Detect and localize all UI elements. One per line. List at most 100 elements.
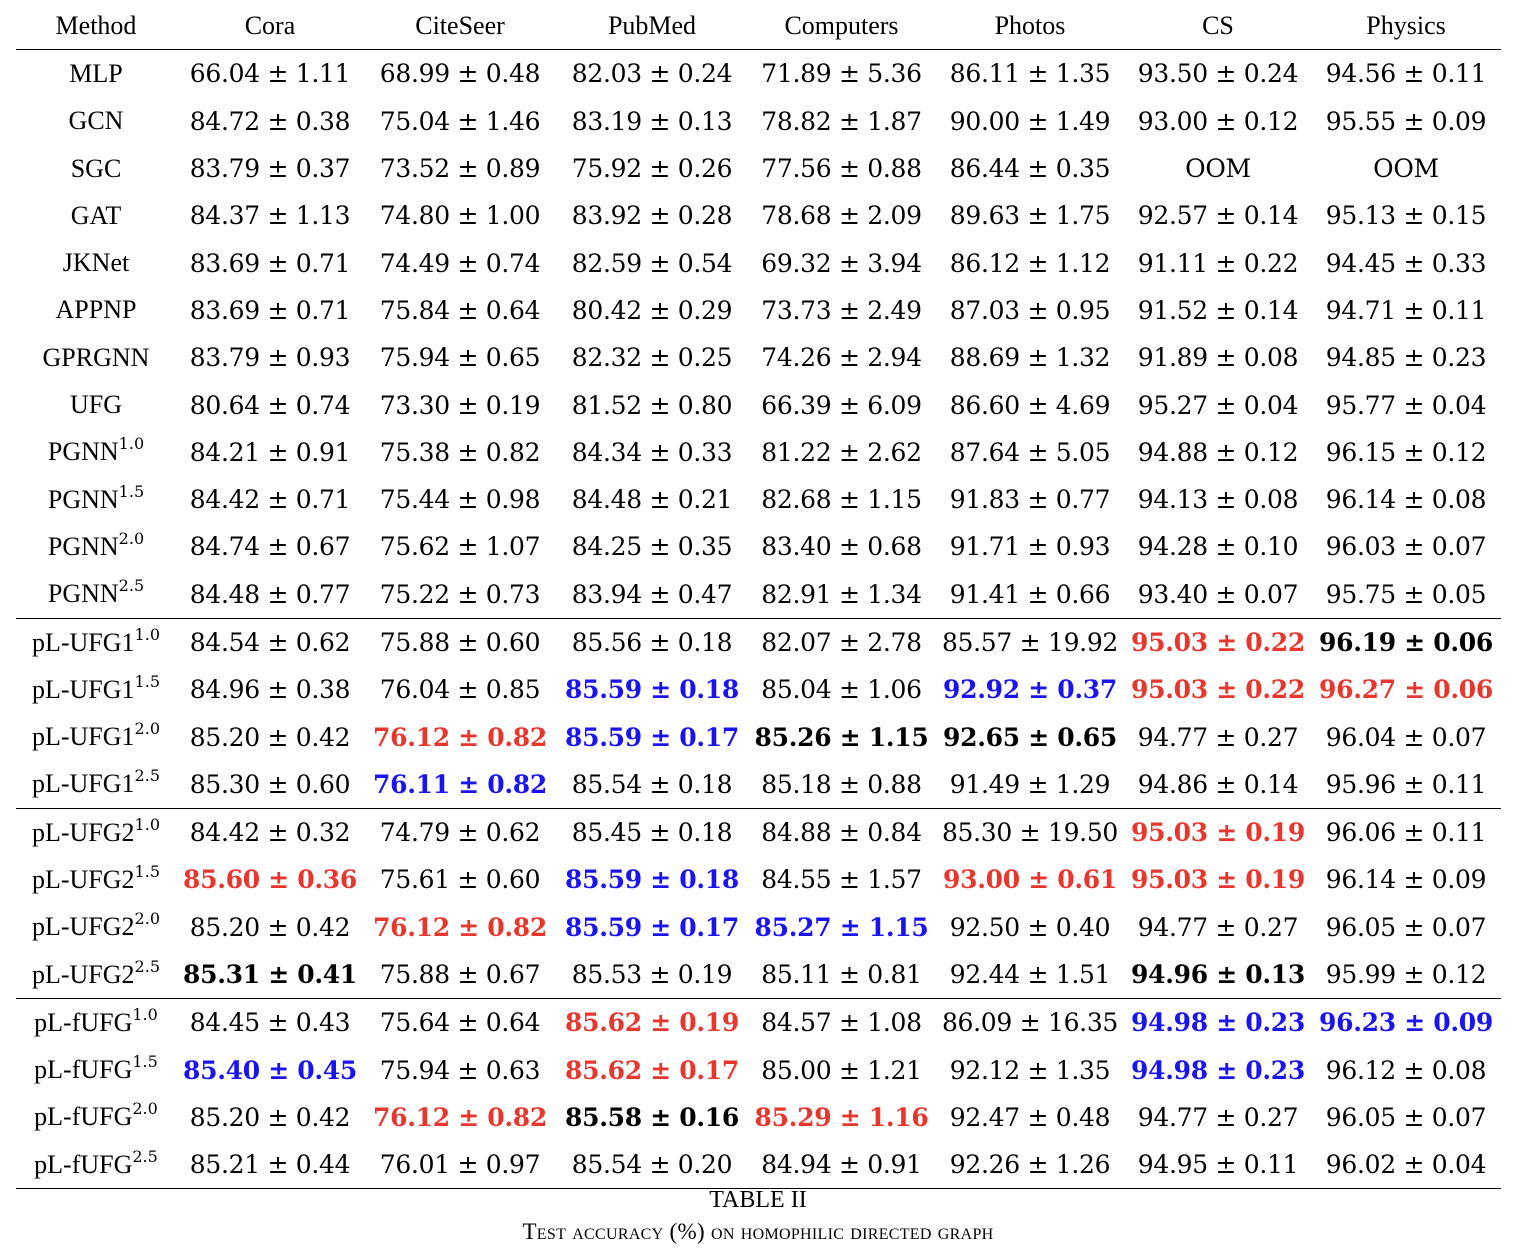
result-cell: 76.12 ± 0.82 [373, 722, 547, 752]
method-name: UFG [69, 390, 122, 420]
result-cell: 95.03 ± 0.22 [1125, 617, 1311, 667]
column-header: Method [16, 2, 176, 51]
result-cell: 85.20 ± 0.42 [189, 912, 351, 942]
method-name: PGNN [47, 484, 119, 514]
column-header: Physics [1311, 2, 1501, 51]
result-cell: 75.22 ± 0.73 [379, 579, 541, 609]
result-cell: 85.29 ± 1.16 [754, 1102, 929, 1132]
result-cell: 78.82 ± 1.87 [761, 106, 922, 136]
result-cell: 76.11 ± 0.82 [373, 769, 547, 799]
method-cell: pL-fUFG1.5 [16, 1047, 176, 1094]
method-cell: MLP [16, 50, 176, 98]
result-cell: 94.77 ± 0.27 [1137, 1102, 1299, 1132]
result-cell: 84.37 ± 1.13 [189, 201, 351, 231]
result-cell: 84.48 ± 0.21 [571, 485, 733, 515]
result-cell: 94.95 ± 0.11 [1125, 1141, 1311, 1190]
result-cell: 95.99 ± 0.12 [1325, 960, 1487, 990]
table-row: MLP 66.04 ± 1.11 68.99 ± 0.48 82.03 ± 0.24 7… [16, 50, 1501, 98]
result-cell: 74.80 ± 1.00 [379, 201, 541, 231]
method-name: GCN [68, 106, 124, 136]
result-cell: 74.79 ± 0.62 [364, 808, 556, 857]
method-name: PGNN [47, 579, 119, 609]
result-cell: 94.71 ± 0.11 [1325, 295, 1487, 325]
results-table: Method Cora CiteSeer PubMed Computers Photos C… [16, 2, 1501, 1190]
method-name: pL-UFG2 [31, 864, 135, 894]
result-cell: 71.89 ± 5.36 [761, 59, 922, 89]
method-name: pL-UFG2 [31, 959, 135, 989]
method-cell: GCN [16, 98, 176, 145]
result-cell: 96.15 ± 0.12 [1325, 437, 1487, 467]
result-cell: 84.74 ± 0.67 [189, 532, 351, 562]
result-cell: 94.45 ± 0.33 [1325, 248, 1487, 278]
method-cell: pL-fUFG2.0 [16, 1094, 176, 1141]
result-cell: 96.14 ± 0.09 [1325, 865, 1487, 895]
result-cell: 95.03 ± 0.19 [1125, 808, 1311, 857]
table-row: PGNN1.5 84.42 ± 0.71 75.44 ± 0.98 84.48 ± 0… [16, 476, 1501, 523]
result-cell: 78.68 ± 2.09 [761, 201, 922, 231]
result-cell: 75.88 ± 0.67 [379, 960, 541, 990]
result-cell: 87.64 ± 5.05 [949, 437, 1111, 467]
method-p-value: 1.5 [132, 1052, 158, 1072]
result-cell: 84.57 ± 1.08 [748, 998, 935, 1047]
result-cell: 95.77 ± 0.04 [1325, 390, 1487, 420]
method-p-value: 1.0 [118, 434, 145, 454]
method-cell: pL-UFG12.0 [16, 713, 176, 760]
result-cell: 81.22 ± 2.62 [761, 437, 922, 467]
result-cell: 85.54 ± 0.20 [556, 1141, 748, 1190]
method-p-value: 2.0 [118, 528, 145, 548]
table-caption-text: Test accuracy (%) on homophilic directed… [522, 1219, 994, 1244]
result-cell: 95.03 ± 0.22 [1131, 675, 1305, 705]
method-p-value: 2.5 [134, 766, 160, 786]
table-row: pL-UFG22.5 85.31 ± 0.41 75.88 ± 0.67 85.53 … [16, 951, 1501, 999]
result-cell: 82.91 ± 1.34 [761, 579, 922, 609]
result-cell: 94.88 ± 0.12 [1137, 437, 1299, 467]
result-cell: 85.20 ± 0.42 [189, 1102, 351, 1132]
table-row: PGNN1.0 84.21 ± 0.91 75.38 ± 0.82 84.34 ± 0… [16, 429, 1501, 476]
result-cell: 96.03 ± 0.07 [1325, 532, 1487, 562]
result-cell: 96.27 ± 0.06 [1319, 675, 1493, 705]
method-cell: PGNN1.5 [16, 476, 176, 523]
table-row: pL-UFG12.0 85.20 ± 0.42 76.12 ± 0.82 85.59 … [16, 713, 1501, 760]
method-cell: GPRGNN [16, 334, 176, 381]
method-cell: pL-fUFG2.5 [16, 1141, 176, 1190]
method-p-value: 2.0 [134, 909, 160, 929]
method-name: pL-UFG2 [31, 817, 135, 847]
method-name: pL-UFG1 [31, 674, 135, 704]
column-header: Photos [935, 2, 1125, 51]
result-cell: 84.34 ± 0.33 [571, 437, 733, 467]
table-row: pL-fUFG1.0 84.45 ± 0.43 75.64 ± 0.64 85.62 … [16, 998, 1501, 1047]
result-cell: 84.55 ± 1.57 [761, 865, 922, 895]
result-cell: 95.96 ± 0.11 [1325, 769, 1487, 799]
result-cell: 83.69 ± 0.71 [189, 295, 351, 325]
result-cell: 81.52 ± 0.80 [571, 390, 733, 420]
result-cell: 94.77 ± 0.27 [1137, 722, 1299, 752]
result-cell: 82.03 ± 0.24 [571, 59, 733, 89]
result-cell: 85.26 ± 1.15 [754, 722, 929, 752]
result-cell: 94.28 ± 0.10 [1137, 532, 1299, 562]
method-cell: pL-UFG11.5 [16, 666, 176, 713]
result-cell: 85.00 ± 1.21 [761, 1055, 922, 1085]
result-cell: 85.59 ± 0.18 [565, 675, 739, 705]
result-cell: 75.84 ± 0.64 [379, 295, 541, 325]
table-row: SGC 83.79 ± 0.37 73.52 ± 0.89 75.92 ± 0.26 7… [16, 145, 1501, 192]
result-cell: 86.44 ± 0.35 [949, 154, 1111, 184]
result-cell: 83.79 ± 0.37 [189, 154, 351, 184]
table-row: APPNP 83.69 ± 0.71 75.84 ± 0.64 80.42 ± 0.2… [16, 287, 1501, 334]
result-cell: 80.64 ± 0.74 [189, 390, 351, 420]
result-cell: 96.06 ± 0.11 [1311, 808, 1501, 857]
table-body: MLP 66.04 ± 1.11 68.99 ± 0.48 82.03 ± 0.24 7… [16, 50, 1501, 1190]
method-cell: pL-UFG22.0 [16, 904, 176, 951]
result-cell: 75.38 ± 0.82 [379, 437, 541, 467]
result-cell: 80.42 ± 0.29 [571, 295, 733, 325]
result-cell: 85.59 ± 0.17 [565, 722, 739, 752]
result-cell: 86.12 ± 1.12 [949, 248, 1111, 278]
result-cell: 85.04 ± 1.06 [761, 675, 922, 705]
result-cell: 89.63 ± 1.75 [949, 201, 1111, 231]
method-cell: pL-UFG11.0 [16, 617, 176, 667]
result-cell: 69.32 ± 3.94 [761, 248, 922, 278]
result-cell: 75.44 ± 0.98 [379, 485, 541, 515]
method-cell: GAT [16, 192, 176, 239]
result-cell: 92.50 ± 0.40 [949, 912, 1111, 942]
result-cell: 75.62 ± 1.07 [379, 532, 541, 562]
result-cell: 93.00 ± 0.12 [1137, 106, 1299, 136]
